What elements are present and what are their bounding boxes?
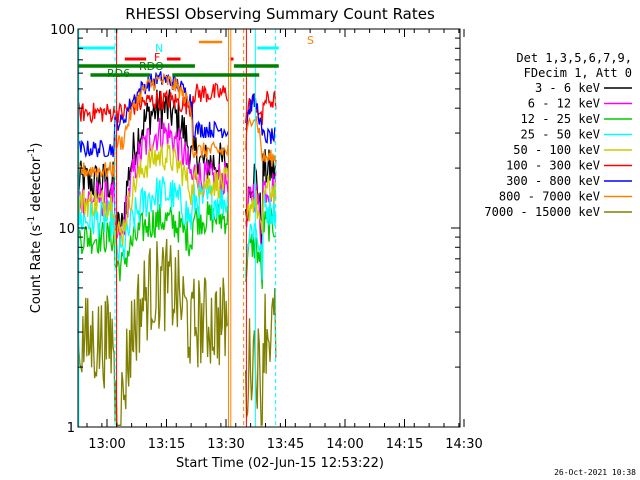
legend-label-8: 7000 - 15000 keV — [484, 205, 600, 219]
series-5-segment-0 — [77, 82, 229, 124]
series-8-trace — [77, 238, 277, 427]
series-5-segment-1 — [244, 89, 277, 126]
series-8-segment-1 — [244, 288, 277, 427]
x-tick-label-3: 13:45 — [267, 437, 304, 452]
legend-header-1: Det 1,3,5,6,7,9, — [516, 51, 632, 65]
chart-flag-bars: NF S RDO RD6 — [78, 34, 314, 80]
y-axis-label-sup: -1 — [27, 216, 37, 225]
y-axis-label-tail: detector — [29, 156, 44, 216]
flag-f-label: F — [154, 51, 160, 64]
legend-label-3: 25 - 50 keV — [521, 128, 600, 142]
x-tick-label-4: 14:00 — [326, 437, 363, 452]
y-tick-label-2: 100 — [50, 23, 75, 38]
x-tick-label-1: 13:15 — [148, 437, 185, 452]
chart-vertical-markers — [78, 29, 277, 427]
x-tick-label-0: 13:00 — [88, 437, 125, 452]
flag-n-label: N — [155, 42, 163, 55]
series-4-trace — [77, 143, 277, 246]
legend-label-1: 6 - 12 keV — [528, 97, 600, 111]
y-axis-label-sup2: -1 — [27, 148, 37, 157]
x-axis-label: Start Time (02-Jun-15 12:53:22) — [176, 456, 384, 471]
series-7-trace — [77, 73, 277, 178]
legend-label-5: 100 - 300 keV — [506, 159, 600, 173]
series-2-segment-0 — [77, 201, 229, 282]
legend-header-2: FDecim 1, Att 0 — [524, 66, 632, 80]
legend-label-6: 300 - 800 keV — [506, 174, 600, 188]
legend-label-0: 3 - 6 keV — [535, 81, 600, 95]
legend-label-7: 800 - 7000 keV — [499, 190, 600, 204]
series-0-segment-1 — [244, 149, 277, 260]
chart-title: RHESSI Observing Summary Count Rates — [125, 5, 435, 23]
x-tick-label-6: 14:30 — [445, 437, 482, 452]
flag-rd6-label: RD6 — [107, 67, 130, 80]
series-5-trace — [77, 82, 277, 126]
y-tick-label-0: 1 — [67, 421, 75, 436]
series-8-segment-0 — [77, 238, 229, 426]
series-7-segment-0 — [77, 73, 229, 178]
y-axis-label-main: Count Rate (s — [29, 225, 44, 314]
x-axis-ticks: 13:00 13:15 13:30 13:45 14:00 14:15 14:30 — [86, 29, 483, 452]
series-6-segment-1 — [245, 93, 277, 144]
series-4-segment-0 — [77, 143, 229, 246]
legend-label-2: 12 - 25 keV — [521, 112, 600, 126]
flag-s-label: S — [307, 34, 314, 47]
chart-traces — [77, 71, 277, 427]
legend-label-4: 50 - 100 keV — [513, 143, 600, 157]
series-7-segment-1 — [244, 115, 277, 167]
y-axis-label-end: ) — [29, 143, 44, 148]
x-tick-label-5: 14:15 — [386, 437, 423, 452]
x-tick-label-2: 13:30 — [207, 437, 244, 452]
footer-timestamp: 26-Oct-2021 10:38 — [554, 468, 636, 477]
flag-rdo-label: RDO — [139, 60, 164, 73]
series-4-segment-1 — [244, 175, 277, 235]
series-3-segment-1 — [244, 191, 277, 280]
y-axis-label: Count Rate (s-1 detector-1) — [27, 143, 44, 314]
y-axis-ticks: 1 10 100 — [50, 23, 460, 436]
y-tick-label-1: 10 — [58, 222, 75, 237]
